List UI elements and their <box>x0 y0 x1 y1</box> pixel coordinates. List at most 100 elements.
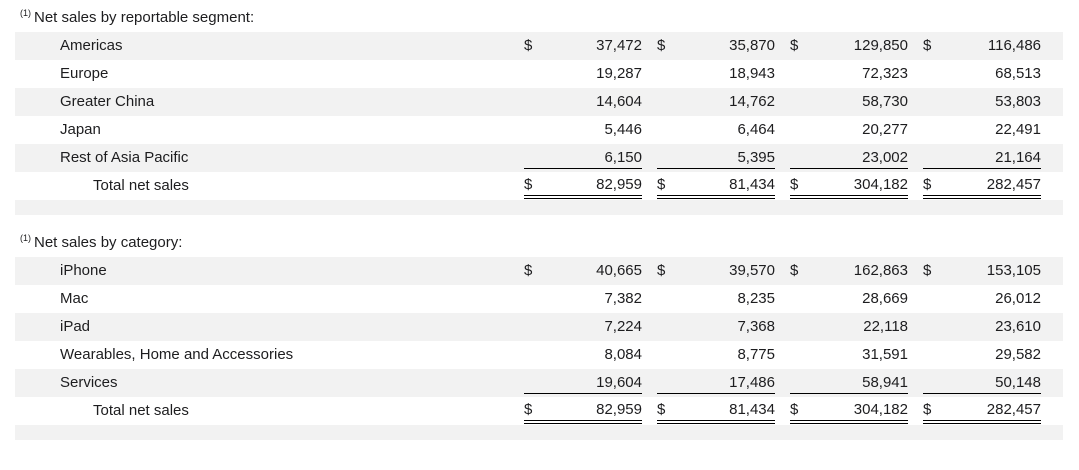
dollar-sign: $ <box>923 176 932 193</box>
amount: 68,513 <box>995 65 1041 82</box>
amount-cell: $153,105 <box>923 259 1041 282</box>
amount: 5,395 <box>737 148 775 166</box>
financial-statement-sheet: (1) Net sales by reportable segment: Amer… <box>15 4 1063 440</box>
section-title-row: (1) Net sales by category: <box>15 229 1063 257</box>
row-label: Wearables, Home and Accessories <box>60 346 294 363</box>
dollar-sign: $ <box>790 401 799 418</box>
dollar-sign: $ <box>790 176 799 193</box>
amount-cell: 5,446 <box>524 118 642 141</box>
dollar-sign: $ <box>923 401 932 418</box>
amount-cell: $37,472 <box>524 34 642 57</box>
table-row: Greater China 14,604 14,762 58,730 53,80… <box>15 88 1063 116</box>
row-label: Total net sales <box>93 402 189 419</box>
amount: 129,850 <box>853 37 908 54</box>
amount-cell: 31,591 <box>790 343 908 366</box>
amount: 153,105 <box>986 262 1041 279</box>
amount: 7,224 <box>604 318 642 335</box>
amount-cell: 29,582 <box>923 343 1041 366</box>
amount-cell: $282,457 <box>923 174 1041 199</box>
spacer-band <box>15 425 1063 440</box>
dollar-sign: $ <box>923 37 932 54</box>
dollar-sign: $ <box>524 262 533 279</box>
amount-cell: $81,434 <box>657 174 775 199</box>
amount-cell: 8,084 <box>524 343 642 366</box>
amount-cell: $39,570 <box>657 259 775 282</box>
amount-cell: 23,002 <box>790 146 908 169</box>
amount: 82,959 <box>596 401 642 418</box>
amount: 35,870 <box>729 37 775 54</box>
row-label: Americas <box>60 37 123 54</box>
amount: 26,012 <box>995 290 1041 307</box>
amount-cell: 58,941 <box>790 371 908 394</box>
dollar-sign: $ <box>790 37 799 54</box>
amount: 18,943 <box>729 65 775 82</box>
amount: 8,084 <box>604 346 642 363</box>
amount: 6,464 <box>737 121 775 138</box>
amount-cell: $282,457 <box>923 399 1041 424</box>
table-row: Americas $37,472 $35,870 $129,850 $116,4… <box>15 32 1063 60</box>
amount-cell: 5,395 <box>657 146 775 169</box>
section-title-row: (1) Net sales by reportable segment: <box>15 4 1063 32</box>
amount: 39,570 <box>729 262 775 279</box>
amount: 7,382 <box>604 290 642 307</box>
amount-cell: $162,863 <box>790 259 908 282</box>
amount-cell: 19,604 <box>524 371 642 394</box>
amount-cell: 26,012 <box>923 287 1041 310</box>
section-title-text: Net sales by reportable segment: <box>34 9 255 26</box>
footnote-marker: (1) <box>20 233 31 243</box>
row-label: Services <box>60 374 118 391</box>
row-label: iPhone <box>60 262 107 279</box>
row-label: Europe <box>60 65 109 82</box>
segment-table: (1) Net sales by reportable segment: Amer… <box>15 4 1063 200</box>
amount: 72,323 <box>862 65 908 82</box>
amount: 29,582 <box>995 346 1041 363</box>
row-label: iPad <box>60 318 91 335</box>
amount-cell: 22,118 <box>790 315 908 338</box>
category-table: (1) Net sales by category: iPhone $40,665… <box>15 229 1063 425</box>
amount-cell: $82,959 <box>524 399 642 424</box>
table-row: Mac 7,382 8,235 28,669 26,012 <box>15 285 1063 313</box>
footnote-marker: (1) <box>20 8 31 18</box>
dollar-sign: $ <box>923 262 932 279</box>
amount: 22,491 <box>995 121 1041 138</box>
table-row: Rest of Asia Pacific 6,150 5,395 23,002 … <box>15 144 1063 172</box>
table-row: iPhone $40,665 $39,570 $162,863 $153,105 <box>15 257 1063 285</box>
amount-cell: 19,287 <box>524 62 642 85</box>
amount: 28,669 <box>862 290 908 307</box>
amount: 14,604 <box>596 93 642 110</box>
amount-cell: 7,368 <box>657 315 775 338</box>
amount: 20,277 <box>862 121 908 138</box>
amount: 23,610 <box>995 318 1041 335</box>
amount-cell: 22,491 <box>923 118 1041 141</box>
amount-cell: 50,148 <box>923 371 1041 394</box>
amount-cell: 23,610 <box>923 315 1041 338</box>
amount-cell: $304,182 <box>790 399 908 424</box>
amount: 53,803 <box>995 93 1041 110</box>
amount: 31,591 <box>862 346 908 363</box>
amount-cell: 21,164 <box>923 146 1041 169</box>
amount: 19,604 <box>596 373 642 391</box>
amount-cell: 6,464 <box>657 118 775 141</box>
amount-cell: 14,604 <box>524 90 642 113</box>
amount: 22,118 <box>863 318 908 335</box>
dollar-sign: $ <box>524 37 533 54</box>
amount-cell: 20,277 <box>790 118 908 141</box>
table-row: Wearables, Home and Accessories 8,084 8,… <box>15 341 1063 369</box>
amount: 81,434 <box>729 401 775 418</box>
row-label: Total net sales <box>93 177 189 194</box>
amount-cell: $40,665 <box>524 259 642 282</box>
amount-cell: 7,224 <box>524 315 642 338</box>
amount-cell: $35,870 <box>657 34 775 57</box>
amount-cell: 53,803 <box>923 90 1041 113</box>
amount: 81,434 <box>729 176 775 193</box>
amount: 37,472 <box>596 37 642 54</box>
amount-cell: 8,235 <box>657 287 775 310</box>
amount: 7,368 <box>737 318 775 335</box>
row-label: Mac <box>60 290 89 307</box>
amount: 40,665 <box>596 262 642 279</box>
row-label: Greater China <box>60 93 155 110</box>
amount: 282,457 <box>986 176 1041 193</box>
amount-cell: 58,730 <box>790 90 908 113</box>
amount: 58,730 <box>862 93 908 110</box>
amount: 5,446 <box>604 121 642 138</box>
